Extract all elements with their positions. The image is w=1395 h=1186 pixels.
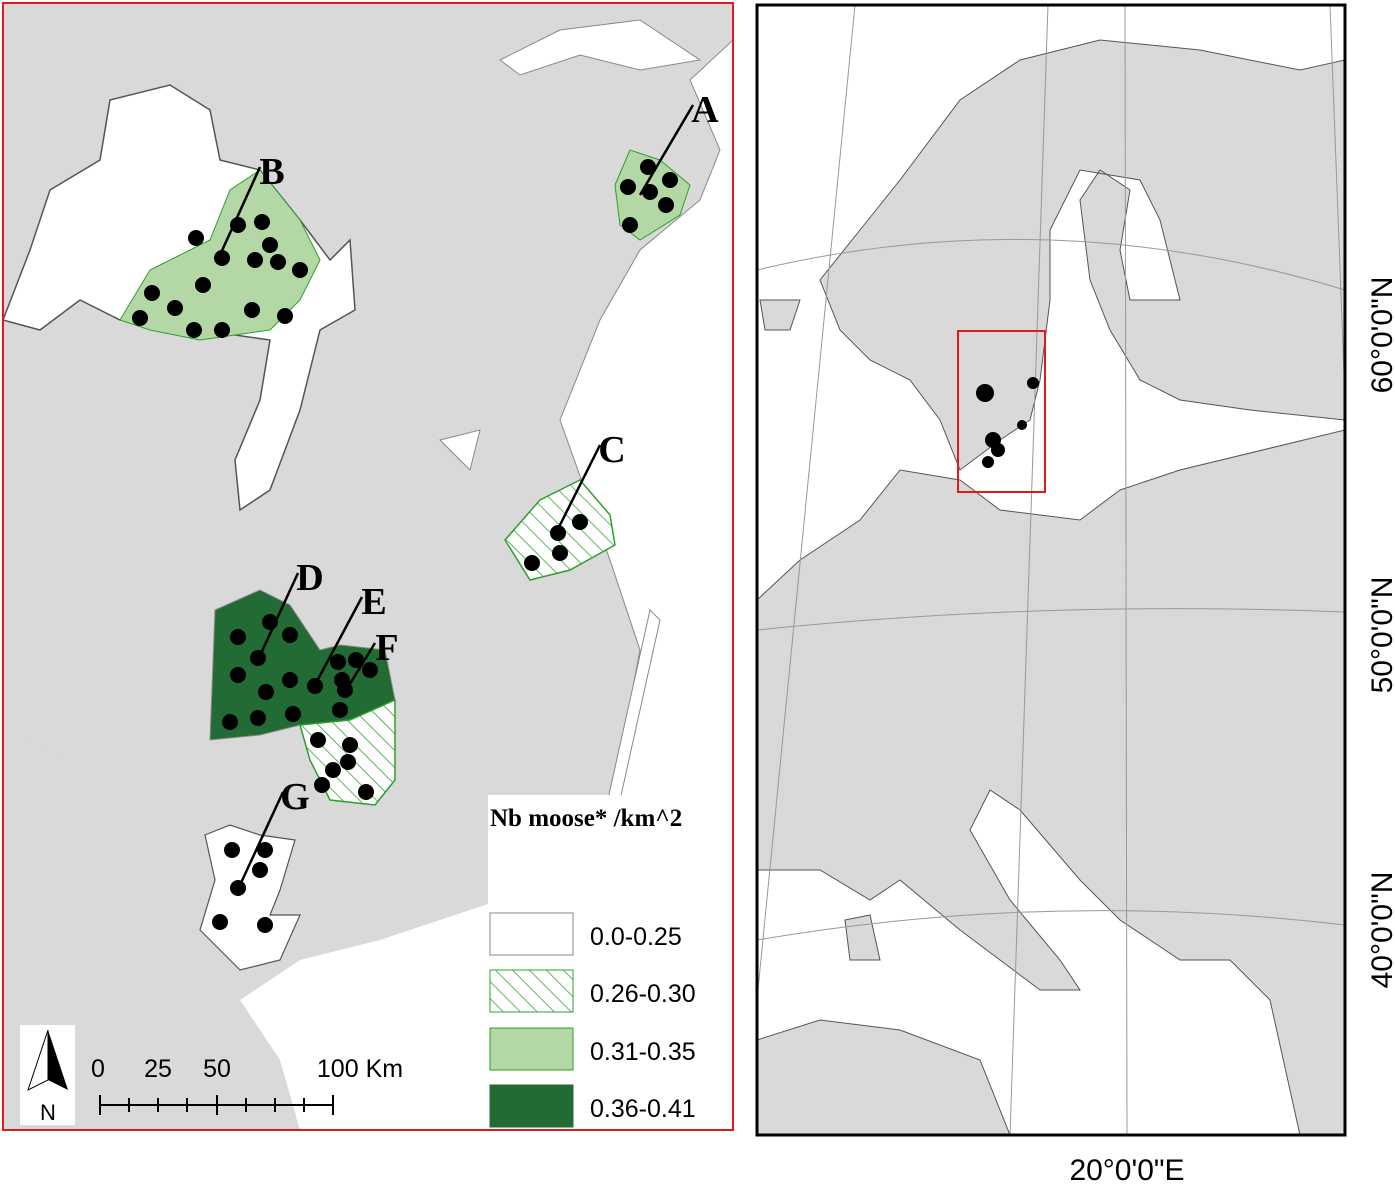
latitude-label: 50°0'0"N [1366,577,1395,694]
sample-points [132,159,678,933]
sample-point [212,914,228,930]
sample-point [247,252,263,268]
sample-point [642,184,658,200]
leader-line [553,444,602,536]
longitude-label: 20°0'0"E [1069,1154,1184,1186]
leader-lines [218,104,695,886]
sample-point [340,754,356,770]
inset-locator [957,330,1046,493]
north-label: N [40,1100,56,1125]
legend-label: 0.0-0.25 [590,923,682,951]
inset-frame [2,2,734,1131]
sample-point [342,737,358,753]
legend-label: 0.31-0.35 [590,1038,696,1066]
legend-swatch [489,969,574,1013]
leader-line [218,166,262,256]
sample-point [662,172,678,188]
sample-point [257,917,273,933]
europe-frame [755,3,1347,1137]
leader-line [638,104,695,196]
leader-line [256,572,300,661]
sample-point [362,662,378,678]
sample-point [270,254,286,270]
sample-point [622,217,638,233]
sample-point [572,514,588,530]
leader-line [313,596,364,686]
scale-bar [99,1095,334,1115]
sample-point [195,277,211,293]
sample-point [250,710,266,726]
sample-point [258,684,274,700]
sample-point [292,262,308,278]
sample-point [188,230,204,246]
sample-point [252,862,268,878]
scale-label: 100 Km [317,1055,403,1083]
leader-line [238,791,285,886]
scale-label: 0 [91,1055,105,1083]
scale-label: 50 [203,1055,231,1083]
latitude-label: 40°0'0"N [1366,872,1395,989]
legend-swatch [489,1084,574,1128]
leader-line [343,642,377,693]
sample-point [230,667,246,683]
area-label: D [296,557,323,599]
sample-point [132,310,148,326]
sample-point [277,308,293,324]
graticule [757,5,1345,1135]
sample-point [282,627,298,643]
sample-point [230,629,246,645]
sample-point [640,159,656,175]
area-label: B [259,151,284,193]
legend-swatch [489,912,574,956]
sample-point [524,555,540,571]
legend-label: 0.36-0.41 [590,1095,696,1123]
sample-point [222,714,238,730]
legend-title: Nb moose* /km^2 [490,805,682,832]
scale-label: 25 [144,1055,172,1083]
sample-point [167,300,183,316]
area-labels: A B C DEF G [259,89,719,818]
legend-label: 0.26-0.30 [590,980,696,1008]
sample-point [658,197,674,213]
sample-point [332,702,348,718]
area-label: C [598,429,625,471]
sample-point [552,545,568,561]
sample-point [358,784,374,800]
sample-point [230,880,246,896]
sample-point [257,842,273,858]
sample-point [282,672,298,688]
sample-point [244,302,260,318]
sample-point [325,762,341,778]
legend-box [488,795,733,1130]
area-label: A [691,89,719,131]
sample-point [214,250,230,266]
area-label: E [361,581,386,623]
latitude-label: 60°0'0"N [1366,277,1395,394]
sample-point [285,706,301,722]
sample-point [307,678,323,694]
legend-swatch [489,1027,574,1071]
europe-map [757,5,1345,1135]
sample-point [224,842,240,858]
sample-point [254,214,270,230]
sample-point [620,179,636,195]
sample-point [550,525,566,541]
sample-point [310,732,326,748]
sample-point [330,654,346,670]
area-label: F [375,627,398,669]
sample-point [230,217,246,233]
sample-point [144,285,160,301]
sample-point [214,322,230,338]
sample-point [262,237,278,253]
sample-point [314,777,330,793]
sample-point [186,322,202,338]
sample-point [348,652,364,668]
area-label: G [280,776,310,818]
inset-map: A B C DEF G Nb moose* /km^2 0.0-0.25 0.26-0.… [3,3,733,1130]
